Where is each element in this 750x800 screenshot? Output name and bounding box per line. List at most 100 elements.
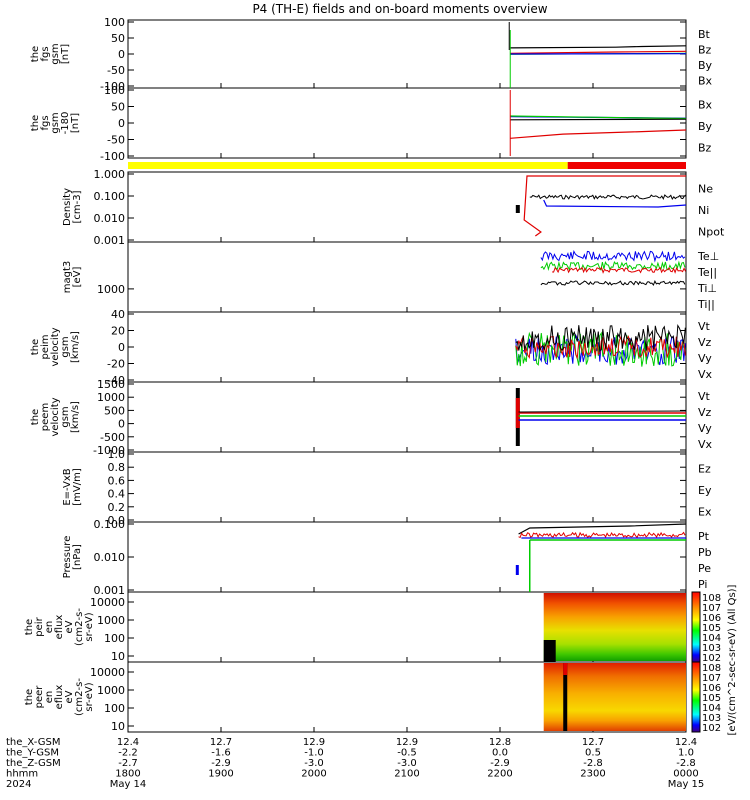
- legend-temperature-3: Ti||: [697, 298, 715, 311]
- ylabel-peem_velocity: velocity: [50, 397, 61, 436]
- colorbar-tick-cb_ion: 107: [702, 603, 721, 614]
- ytick-label-fgs_gse: -50: [107, 134, 125, 147]
- colorbar-tick-cb_ele: 103: [702, 713, 721, 724]
- ytick-label-efield: 0.0: [108, 514, 126, 527]
- colorbar-tick-cb_ion: 108: [702, 593, 721, 604]
- ylabel-peir_eflux: eflux: [54, 615, 65, 640]
- ytick-label-fgs_gse: 50: [111, 101, 125, 114]
- ylabel-peem_velocity: gsm: [60, 406, 71, 427]
- xaxis-value: -1.6: [211, 748, 231, 759]
- colorbar-tick-cb_ele: 105: [702, 693, 721, 704]
- ylabel-peir_eflux: the: [24, 619, 35, 635]
- xaxis-value: 12.4: [675, 737, 697, 748]
- xaxis-value: 0.5: [585, 748, 601, 759]
- ytick-label-efield: 0.8: [108, 461, 126, 474]
- series-temp-Te-perp: [552, 266, 687, 274]
- ytick-label-peim_velocity: -40: [107, 374, 125, 387]
- mode-bar-segment: [128, 162, 568, 169]
- series-temp-Te-par: [540, 280, 686, 286]
- ytick-label-peir_eflux: 1000: [97, 614, 125, 627]
- series-fgs_gsm-Bt: [510, 45, 687, 49]
- ytick-label-peim_velocity: 40: [111, 308, 125, 321]
- ytick-label-fgs_gse: -100: [100, 150, 125, 163]
- xaxis-row-label: the_Y-GSM: [6, 748, 59, 759]
- xaxis-value: May 15: [668, 779, 705, 790]
- xaxis-value: 2100: [394, 769, 419, 780]
- ytick-label-peem_velocity: 500: [104, 404, 125, 417]
- legend-pressure-0: Pt: [698, 530, 710, 543]
- legend-efield-0: Ez: [698, 463, 711, 476]
- ylabel-pressure: [nPa]: [72, 544, 83, 570]
- ytick-label-peem_velocity: 0: [118, 418, 125, 431]
- ytick-label-peer_eflux: 10: [111, 720, 125, 733]
- legend-density-2: Npot: [698, 225, 725, 238]
- legend-density-0: Ne: [698, 183, 713, 196]
- series-temp-Ti-perp: [540, 249, 686, 263]
- ylabel-temperature: [eV]: [72, 267, 83, 288]
- ylabel-fgs_gse: the: [30, 115, 41, 131]
- ylabel-peer_eflux: eV: [64, 690, 75, 703]
- legend-fgs_gsm-3: Bx: [698, 74, 713, 87]
- ylabel-peim_velocity: gsm: [60, 336, 71, 357]
- colorbar-tick-cb_ion: 103: [702, 643, 721, 654]
- ytick-label-temperature: 1000: [97, 283, 125, 296]
- colorbar-cb_ele: [691, 661, 701, 733]
- series-pressure-Pb: [518, 531, 686, 539]
- xaxis-value: 12.9: [396, 737, 418, 748]
- colorbar-tick-cb_ele: 108: [702, 663, 721, 674]
- xaxis-value: -1.0: [304, 748, 324, 759]
- xaxis-value: 0000: [673, 769, 698, 780]
- series-peim-Vy: [515, 331, 686, 367]
- legend-efield-2: Ex: [698, 505, 712, 518]
- xaxis-value: -2.9: [490, 758, 510, 769]
- legend-peem_velocity-3: Vx: [698, 438, 713, 451]
- ylabel-density: Density: [62, 188, 73, 226]
- ylabel-peem_velocity: peem: [40, 403, 51, 431]
- ylabel-peer_eflux: eflux: [54, 685, 65, 710]
- xaxis-row-label: hhmm: [6, 769, 38, 780]
- legend-pressure-2: Pe: [698, 562, 711, 575]
- legend-density-1: Ni: [698, 204, 709, 217]
- xaxis-value: 1800: [115, 769, 140, 780]
- xaxis-value: -2.8: [583, 758, 603, 769]
- legend-peem_velocity-0: Vt: [698, 390, 711, 403]
- ytick-label-peir_eflux: 100: [104, 632, 125, 645]
- spectrogram-electron-gap: [563, 663, 568, 731]
- xaxis-value: 12.7: [582, 737, 604, 748]
- ytick-label-fgs_gse: 0: [118, 117, 125, 130]
- series-density-Ni: [529, 194, 687, 201]
- ytick-label-fgs_gsm: 50: [111, 32, 125, 45]
- ytick-label-peer_eflux: 1000: [97, 684, 125, 697]
- panel-frame-peem_velocity: [127, 381, 687, 453]
- legend-fgs_gse-2: Bz: [698, 141, 712, 154]
- ylabel-peem_velocity: the: [30, 409, 41, 425]
- ylabel-pressure: Pressure: [62, 536, 73, 579]
- xaxis-value: 12.7: [210, 737, 232, 748]
- colorbar-tick-cb_ele: 104: [702, 703, 721, 714]
- ytick-label-fgs_gse: 100: [104, 84, 125, 97]
- colorbar-label: [eV/(cm^2-sec-sr-eV) (All Qs)]: [727, 584, 738, 735]
- ylabel-peer_eflux: (cm2-s-: [74, 678, 85, 716]
- series-temp-Ti-par: [540, 260, 686, 272]
- spectrogram-electron-stripe: [563, 663, 568, 675]
- series-peim-Vt: [515, 324, 686, 352]
- ylabel-peir_eflux: en: [44, 621, 55, 634]
- xaxis-value: -2.9: [211, 758, 231, 769]
- colorbar-tick-cb_ion: 106: [702, 613, 721, 624]
- ytick-label-pressure: 0.100: [94, 518, 126, 531]
- xaxis-value: 1.0: [678, 748, 694, 759]
- ylabel-fgs_gse: gsm: [50, 112, 61, 133]
- series-density-Ne: [523, 175, 686, 237]
- ylabel-peim_velocity: the: [30, 339, 41, 355]
- ylabel-fgs_gsm: fgs: [40, 46, 51, 61]
- panel-frame-temperature: [127, 241, 687, 313]
- ylabel-density: [cm-3]: [72, 190, 83, 223]
- series-peim-Vz: [515, 334, 686, 360]
- ytick-label-density: 0.001: [94, 234, 126, 247]
- ylabel-peir_eflux: sr-eV): [84, 612, 95, 641]
- legend-peim_velocity-2: Vy: [698, 352, 712, 365]
- legend-peem_velocity-2: Vy: [698, 422, 712, 435]
- legend-efield-1: Ey: [698, 484, 712, 497]
- colorbar-tick-cb_ion: 102: [702, 653, 721, 664]
